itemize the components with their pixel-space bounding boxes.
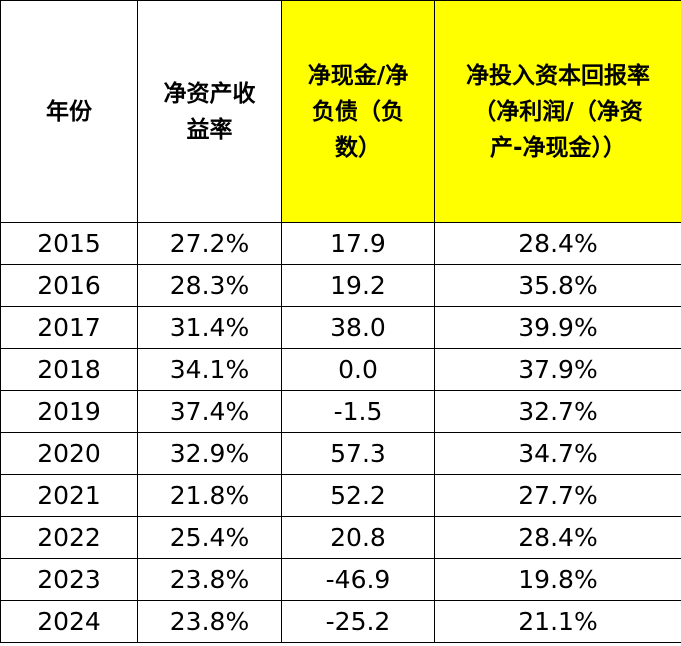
data-cell: 34.7%: [434, 432, 681, 475]
data-cell: 21.8%: [137, 474, 282, 517]
data-cell: 20.8: [281, 516, 435, 559]
data-cell: 2021: [0, 474, 138, 517]
data-cell: 37.9%: [434, 348, 681, 391]
data-cell: 27.7%: [434, 474, 681, 517]
data-cell: 23.8%: [137, 600, 282, 643]
data-cell: -25.2: [281, 600, 435, 643]
data-cell: 2018: [0, 348, 138, 391]
header-line: 产-净现金））: [489, 134, 627, 161]
data-row: 2015 27.2% 17.9 28.4%: [0, 222, 681, 265]
data-cell: 2015: [0, 222, 138, 265]
data-cell: 28.4%: [434, 516, 681, 559]
header-line: 数）: [335, 134, 381, 161]
data-cell: 25.4%: [137, 516, 282, 559]
data-row: 2016 28.3% 19.2 35.8%: [0, 264, 681, 307]
data-row: 2018 34.1% 0.0 37.9%: [0, 348, 681, 391]
data-cell: 19.2: [281, 264, 435, 307]
data-cell: 35.8%: [434, 264, 681, 307]
data-cell: 23.8%: [137, 558, 282, 601]
data-cell: 31.4%: [137, 306, 282, 349]
data-cell: -46.9: [281, 558, 435, 601]
header-cell: 净资产收 益率: [137, 0, 282, 223]
data-row: 2023 23.8% -46.9 19.8%: [0, 558, 681, 601]
header-line: 净资产收: [163, 80, 256, 107]
header-line: （净利润/（净资: [473, 98, 643, 125]
data-cell: 2023: [0, 558, 138, 601]
table-body: 2015 27.2% 17.9 28.4% 2016 28.3% 19.2 35.8% 2017…: [0, 222, 681, 643]
data-cell: 32.9%: [137, 432, 282, 475]
data-cell: 38.0: [281, 306, 435, 349]
data-row: 2024 23.8% -25.2 21.1%: [0, 600, 681, 643]
header-cell: 年份: [0, 0, 138, 223]
data-row: 2020 32.9% 57.3 34.7%: [0, 432, 681, 475]
data-row: 2017 31.4% 38.0 39.9%: [0, 306, 681, 349]
data-cell: 27.2%: [137, 222, 282, 265]
data-row: 2019 37.4% -1.5 32.7%: [0, 390, 681, 433]
header-line: 益率: [186, 116, 233, 143]
data-cell: -1.5: [281, 390, 435, 433]
data-cell: 32.7%: [434, 390, 681, 433]
header-cell: 净现金/净负债（负数）: [281, 0, 435, 223]
header-line: 净现金/净: [307, 62, 409, 89]
data-cell: 2016: [0, 264, 138, 307]
data-row: 2021 21.8% 52.2 27.7%: [0, 474, 681, 517]
data-cell: 21.1%: [434, 600, 681, 643]
data-cell: 2022: [0, 516, 138, 559]
data-cell: 39.9%: [434, 306, 681, 349]
data-row: 2022 25.4% 20.8 28.4%: [0, 516, 681, 559]
data-cell: 0.0: [281, 348, 435, 391]
data-cell: 28.4%: [434, 222, 681, 265]
data-cell: 19.8%: [434, 558, 681, 601]
data-cell: 34.1%: [137, 348, 282, 391]
header-cell: 净投入资本回报率 （净利润/（净资 产-净现金））: [434, 0, 681, 223]
data-cell: 17.9: [281, 222, 435, 265]
header-line: 负债（负: [312, 98, 404, 125]
header-line: 净投入资本回报率: [466, 62, 650, 89]
data-cell: 37.4%: [137, 390, 282, 433]
data-cell: 2020: [0, 432, 138, 475]
header-line: 年份: [46, 98, 92, 125]
data-cell: 2017: [0, 306, 138, 349]
header-row: 年份 净资产收 益率 净现金/净 负债（负 数） 净投入资本回报率 （净利润/（净资 产-净现金…: [0, 0, 681, 223]
data-cell: 28.3%: [137, 264, 282, 307]
data-cell: 2019: [0, 390, 138, 433]
data-cell: 57.3: [281, 432, 435, 475]
data-cell: 52.2: [281, 474, 435, 517]
data-cell: 2024: [0, 600, 138, 643]
